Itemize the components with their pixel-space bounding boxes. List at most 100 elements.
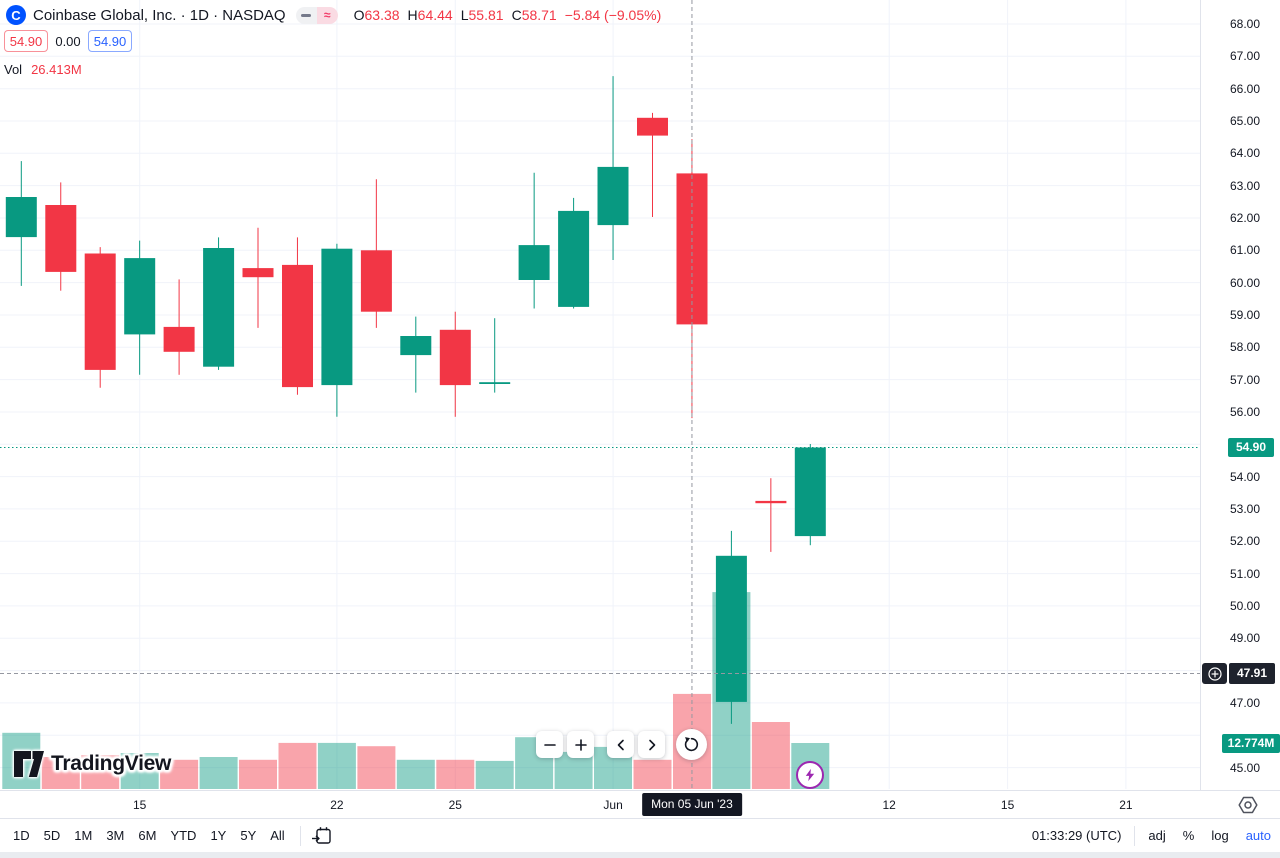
time-tick-label: Jun xyxy=(603,798,623,812)
bottom-toolbar: 1D 5D 1M 3M 6M YTD 1Y 5Y All 01:33:29 (U… xyxy=(0,818,1280,852)
buy-price-button[interactable]: 54.90 xyxy=(88,30,132,52)
time-tick-label: 15 xyxy=(133,798,147,812)
price-tick-label: 56.00 xyxy=(1230,405,1261,419)
sell-price-button[interactable]: 54.90 xyxy=(4,30,48,52)
volume-bar xyxy=(396,759,435,789)
volume-bar xyxy=(317,742,356,789)
candle-body[interactable] xyxy=(45,205,77,272)
crosshair-tracking-icon xyxy=(1202,663,1227,684)
volume-bar xyxy=(239,759,277,789)
price-tick-label: 65.00 xyxy=(1230,114,1261,128)
clock-utc[interactable]: 01:33:29 (UTC) xyxy=(1031,828,1122,843)
tradingview-logo-text: TradingView xyxy=(51,752,172,775)
volume-bar xyxy=(278,742,317,789)
ohlc-readout: O63.38 H64.44 L55.81 C58.71 −5.84 (−9.05… xyxy=(354,7,670,23)
minus-icon xyxy=(543,743,556,746)
hexagon-settings-icon xyxy=(1238,796,1258,814)
zoom-out-button[interactable] xyxy=(536,731,563,758)
time-tick-label: 15 xyxy=(1000,798,1015,812)
market-status-pill[interactable]: ≈ xyxy=(295,6,338,24)
axis-settings-button[interactable] xyxy=(1238,796,1258,819)
go-to-date-button[interactable] xyxy=(309,823,335,849)
price-tick-label: 60.00 xyxy=(1230,275,1261,290)
window-bottom-strip xyxy=(0,852,1280,858)
candle-body[interactable] xyxy=(637,117,668,136)
price-tick-label: 51.00 xyxy=(1230,566,1261,581)
volume-axis-badge: 12.774M xyxy=(1222,733,1280,753)
scroll-right-button[interactable] xyxy=(638,731,665,758)
close-value: 58.71 xyxy=(521,7,557,23)
range-button-ytd[interactable]: YTD xyxy=(163,825,203,846)
volume-bar xyxy=(554,751,593,789)
scroll-left-button[interactable] xyxy=(607,731,634,758)
reset-chart-view-button[interactable] xyxy=(676,729,707,760)
boost-button[interactable] xyxy=(796,761,824,789)
price-tick-label: 63.00 xyxy=(1230,178,1261,193)
candle-body[interactable] xyxy=(794,447,826,537)
price-tick-label: 50.00 xyxy=(1230,598,1261,613)
high-value: 64.44 xyxy=(417,7,453,23)
percent-scale-toggle[interactable]: % xyxy=(1183,825,1195,846)
auto-scale-toggle[interactable]: auto xyxy=(1246,825,1271,846)
candle-body[interactable] xyxy=(597,166,629,226)
price-axis[interactable]: 45.00 47.00 49.00 50.00 51.00 52.00 53.00 54.00… xyxy=(1200,0,1280,790)
candle-body[interactable] xyxy=(282,264,313,388)
candle-body[interactable] xyxy=(518,245,550,280)
symbol-title[interactable]: Coinbase Global, Inc. · 1D · NASDAQ xyxy=(33,6,286,24)
low-value: 55.81 xyxy=(468,7,504,23)
candle-body[interactable] xyxy=(558,210,590,307)
candle-body[interactable] xyxy=(715,555,747,702)
candle-body[interactable] xyxy=(479,382,511,384)
range-button-6m[interactable]: 6M xyxy=(131,825,163,846)
range-button-3m[interactable]: 3M xyxy=(99,825,131,846)
volume-bar xyxy=(81,755,120,789)
candle-body[interactable] xyxy=(242,268,274,278)
calendar-icon xyxy=(311,826,331,844)
volume-bar xyxy=(633,759,672,789)
crosshair-price-badge: 47.91 xyxy=(1229,663,1275,684)
price-tick-label: 64.00 xyxy=(1230,146,1261,161)
reset-rotate-icon xyxy=(684,737,699,752)
candlestick-chart[interactable] xyxy=(0,0,1200,790)
low-label: L xyxy=(460,7,469,23)
range-button-1y[interactable]: 1Y xyxy=(203,825,233,846)
price-tick-label: 67.00 xyxy=(1230,49,1261,64)
range-button-1m[interactable]: 1M xyxy=(67,825,99,846)
candle-body[interactable] xyxy=(439,329,471,386)
candle-body[interactable] xyxy=(5,197,37,238)
time-axis[interactable]: 15 22 25 Jun 12 15 21 Mon 05 Jun '23 xyxy=(0,790,1280,818)
candle-body[interactable] xyxy=(400,336,432,356)
range-button-all[interactable]: All xyxy=(263,825,291,846)
price-tick-label: 58.00 xyxy=(1230,340,1261,355)
candle-body[interactable] xyxy=(755,500,787,504)
range-button-1d[interactable]: 1D xyxy=(6,825,37,846)
price-tick-label: 49.00 xyxy=(1230,631,1261,646)
candle-body[interactable] xyxy=(84,253,116,370)
range-button-5d[interactable]: 5D xyxy=(37,825,68,846)
candle-body[interactable] xyxy=(321,248,353,386)
volume-bar xyxy=(751,722,790,789)
price-tick-label: 52.00 xyxy=(1230,534,1261,549)
market-closed-icon xyxy=(295,6,317,24)
close-label: C xyxy=(511,7,522,23)
candle-body[interactable] xyxy=(360,250,392,312)
time-tick-label: 25 xyxy=(448,798,462,812)
price-tick-label: 59.00 xyxy=(1230,308,1261,322)
price-tick-label: 61.00 xyxy=(1230,243,1261,258)
crosshair-date-tooltip: Mon 05 Jun '23 xyxy=(642,793,742,816)
volume-bar xyxy=(199,757,238,789)
volume-bar xyxy=(436,759,475,789)
adjust-data-toggle[interactable]: adj xyxy=(1148,825,1165,846)
range-button-5y[interactable]: 5Y xyxy=(233,825,263,846)
price-tick-label: 57.00 xyxy=(1230,372,1261,387)
chart-canvas[interactable]: TradingView xyxy=(0,0,1200,790)
candle-body[interactable] xyxy=(163,326,195,352)
tradingview-logo[interactable]: TradingView xyxy=(14,751,171,777)
log-scale-toggle[interactable]: log xyxy=(1211,825,1228,846)
price-tick-label: 66.00 xyxy=(1230,81,1261,96)
price-tick-label: 45.00 xyxy=(1230,760,1261,775)
candle-body[interactable] xyxy=(203,248,235,367)
candle-body[interactable] xyxy=(124,258,156,335)
zoom-in-button[interactable] xyxy=(567,731,594,758)
price-tick-label: 47.00 xyxy=(1230,695,1261,710)
